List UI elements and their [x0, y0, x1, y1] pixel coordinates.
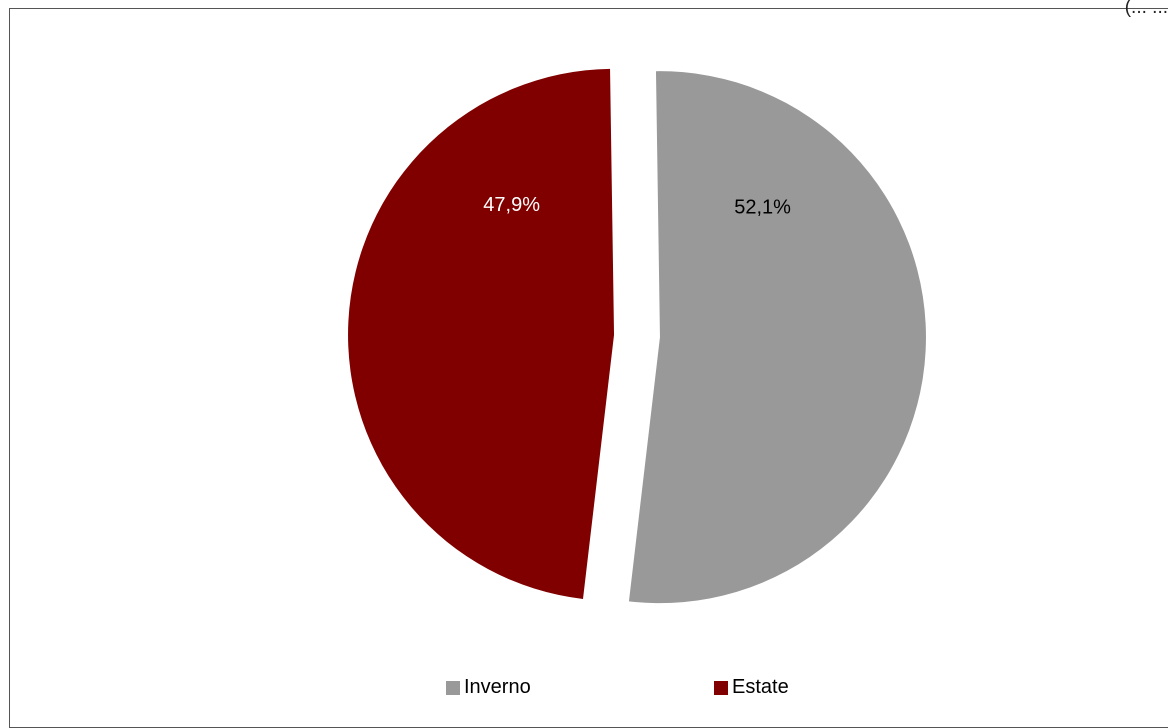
- data-label-inverno: 52,1%: [734, 196, 791, 218]
- legend-item-inverno: Inverno: [446, 676, 531, 699]
- clipped-header-text: (... ...: [1124, 0, 1168, 18]
- data-label-estate: 47,9%: [483, 194, 540, 216]
- pie-slice-estate: [348, 68, 615, 600]
- legend-item-estate: Estate: [714, 676, 789, 699]
- legend-label-estate: Estate: [732, 676, 789, 698]
- chart-legend: Inverno Estate: [0, 676, 1168, 700]
- pie-slice-inverno: [628, 71, 926, 604]
- legend-label-inverno: Inverno: [464, 676, 531, 698]
- legend-swatch-inverno: [446, 680, 460, 695]
- legend-swatch-estate: [714, 680, 728, 695]
